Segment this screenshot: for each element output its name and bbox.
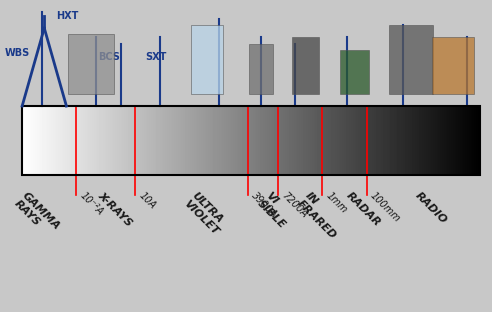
Text: RADIO: RADIO	[413, 190, 449, 226]
Text: 7200A: 7200A	[279, 190, 309, 220]
Text: HXT: HXT	[57, 11, 79, 21]
Bar	[22, 106, 480, 175]
Text: 100mm: 100mm	[368, 190, 402, 224]
Bar	[389, 25, 433, 94]
Text: BCS: BCS	[98, 52, 120, 62]
Text: X-RAYS: X-RAYS	[96, 190, 134, 228]
Text: GAMMA
RAYS: GAMMA RAYS	[12, 190, 62, 240]
Text: IN
FRARED: IN FRARED	[295, 190, 346, 241]
Text: 1mm: 1mm	[324, 190, 349, 215]
Text: VI
SIBLE: VI SIBLE	[256, 190, 296, 231]
Bar	[68, 34, 115, 94]
Text: 3900A: 3900A	[250, 190, 279, 220]
Text: RADAR: RADAR	[344, 190, 382, 228]
Text: ULTRA
VIOLET: ULTRA VIOLET	[182, 190, 229, 237]
Bar	[249, 44, 273, 94]
Text: WBS: WBS	[4, 48, 30, 58]
Bar	[432, 37, 474, 94]
Bar	[191, 25, 222, 94]
Bar	[340, 50, 369, 94]
Text: SXT: SXT	[145, 52, 166, 62]
Text: 10A: 10A	[137, 190, 157, 211]
Bar	[291, 37, 319, 94]
Text: 10⁻²A: 10⁻²A	[78, 190, 105, 217]
